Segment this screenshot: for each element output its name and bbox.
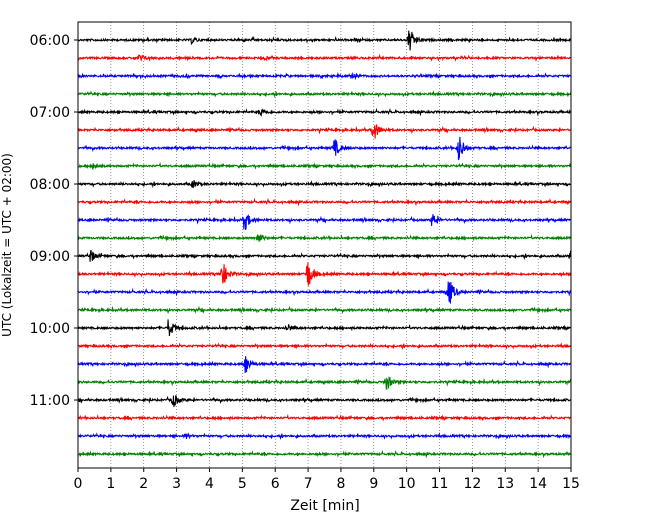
trace-0915: [77, 262, 572, 286]
trace-0715: [77, 124, 572, 139]
trace-0730: [77, 136, 572, 161]
x-axis-ticks: 0 1 2 3 4 5 6 7 8 9 10 11 12 13 14 15: [74, 468, 580, 492]
x-tick-label: 4: [205, 476, 214, 492]
y-tick-label: 09:00: [30, 249, 70, 265]
x-tick-label: 3: [172, 476, 181, 492]
y-tick-label: 07:00: [30, 105, 70, 121]
trace-1000: [77, 319, 572, 337]
trace-0600: [77, 30, 572, 51]
trace-0645: [77, 90, 572, 99]
trace-0630: [77, 71, 572, 81]
trace-1115: [77, 413, 572, 422]
trace-0900: [77, 249, 572, 262]
trace-group: [77, 30, 572, 459]
x-tick-label: 1: [106, 476, 115, 492]
trace-1100: [77, 395, 572, 407]
x-tick-label: 13: [496, 476, 514, 492]
trace-0945: [77, 305, 572, 315]
x-tick-label: 5: [238, 476, 247, 492]
y-axis-ticks: 06:00 07:00 08:00 09:00 10:00 11:00: [30, 33, 78, 409]
x-tick-label: 14: [529, 476, 547, 492]
trace-1015: [77, 342, 572, 351]
trace-1045: [77, 376, 572, 391]
trace-0815: [77, 197, 572, 207]
x-tick-label: 12: [463, 476, 481, 492]
y-tick-label: 06:00: [30, 33, 70, 49]
plot-frame: [77, 21, 572, 469]
trace-0845: [77, 233, 572, 242]
y-tick-label: 08:00: [30, 177, 70, 193]
y-tick-label: 11:00: [30, 393, 70, 409]
trace-0745: [77, 161, 572, 170]
trace-0700: [77, 107, 572, 117]
x-axis-label: Zeit [min]: [290, 498, 359, 514]
x-tick-label: 6: [271, 476, 280, 492]
trace-0800: [77, 180, 572, 189]
trace-0930: [77, 281, 572, 305]
x-tick-label: 11: [431, 476, 449, 492]
x-tick-label: 15: [562, 476, 580, 492]
trace-1030: [77, 356, 572, 374]
trace-0830: [77, 213, 572, 230]
trace-1145: [77, 449, 572, 459]
y-tick-label: 10:00: [30, 321, 70, 337]
trace-1130: [77, 432, 572, 441]
x-tick-label: 2: [139, 476, 148, 492]
x-tick-label: 0: [74, 476, 83, 492]
y-axis-label: UTC (Lokalzeit = UTC + 02:00): [0, 153, 14, 337]
trace-0615: [77, 53, 572, 62]
x-tick-label: 7: [304, 476, 313, 492]
x-tick-label: 10: [398, 476, 416, 492]
x-tick-label: 9: [369, 476, 378, 492]
x-tick-label: 8: [336, 476, 345, 492]
